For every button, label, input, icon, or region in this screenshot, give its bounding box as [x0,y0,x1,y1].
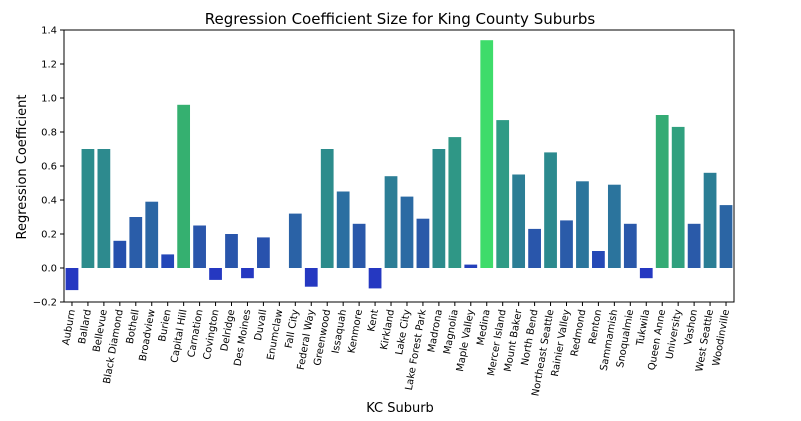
bar [464,264,478,268]
bar [336,191,350,268]
bar [703,172,717,268]
bar [592,251,605,268]
bar [655,115,669,268]
plot-frame [63,29,735,303]
bar [432,149,446,268]
x-tick-label: Vashon [683,309,700,347]
bar [193,225,206,268]
y-tick-label: 0.4 [41,196,57,207]
y-tick-label: 1.2 [41,60,57,71]
bar [400,196,414,268]
x-tick-label: Covington [202,309,222,361]
bar [161,254,175,268]
x-tick-label: Kent [366,309,381,333]
x-tick-label: Fall City [284,309,302,350]
bar [288,213,302,268]
x-tick-label: Broadview [138,309,158,362]
bar [544,152,557,268]
bar [129,217,143,268]
bar [480,40,494,269]
y-tick-label: 0.0 [41,264,57,275]
x-tick-label: Issaquah [331,309,350,355]
chart-title: Regression Coefficient Size for King Cou… [205,10,596,28]
bar [241,268,254,279]
bar [304,268,318,287]
bar [145,201,159,268]
bar [448,137,462,268]
bar [209,268,222,280]
bar [496,120,510,268]
bar [719,205,733,268]
bar [177,104,191,268]
bar [560,220,573,268]
x-tick-label: Bothell [125,309,142,345]
bar [512,174,526,268]
x-axis-label: KC Suburb [366,401,434,416]
bars-group [65,40,733,291]
bar [257,237,270,268]
y-ticks-group: −0.2 0.0 0.2 0.4 0.6 0.8 1.0 1.2 1.4 [33,26,64,309]
x-tick-label: Tukwila [635,309,652,348]
bar [352,223,366,268]
x-tick-label: Renton [587,309,604,346]
y-tick-label: 1.4 [41,26,57,37]
bar [225,234,238,268]
x-tick-label: Kenmore [347,309,366,355]
bar [368,268,382,289]
y-axis-label: Regression Coefficient [15,95,30,240]
bar [81,149,95,268]
x-tick-label: Ballard [77,309,94,345]
y-tick-label: −0.2 [33,298,57,309]
x-tick-label: Enumclaw [266,309,286,361]
bar [65,268,79,291]
bar [607,184,621,268]
bar [320,149,334,268]
y-tick-label: 0.2 [41,230,57,241]
bar [416,218,430,268]
bar [623,223,637,268]
bar [113,240,127,268]
bar [639,268,653,279]
x-tick-label: Burien [157,309,173,343]
x-tick-label: Madrona [426,309,444,354]
bar [384,176,398,268]
bar [528,228,541,268]
x-tick-label: Delridge [219,309,237,353]
bar [97,149,111,268]
x-tick-label: Duvall [253,309,269,342]
bar [687,223,701,268]
bar [671,126,685,269]
x-tick-label: Auburn [61,309,78,347]
x-tick-label: Redmond [569,309,588,358]
x-tick-label: Kirkland [379,309,397,351]
x-tick-label: Medina [476,309,493,347]
x-tick-label: University [665,309,685,361]
bar [576,181,589,268]
x-tick-label: Bellevue [92,309,110,353]
y-tick-label: 0.8 [41,128,57,139]
y-tick-label: 1.0 [41,94,57,105]
y-tick-label: 0.6 [41,162,57,173]
